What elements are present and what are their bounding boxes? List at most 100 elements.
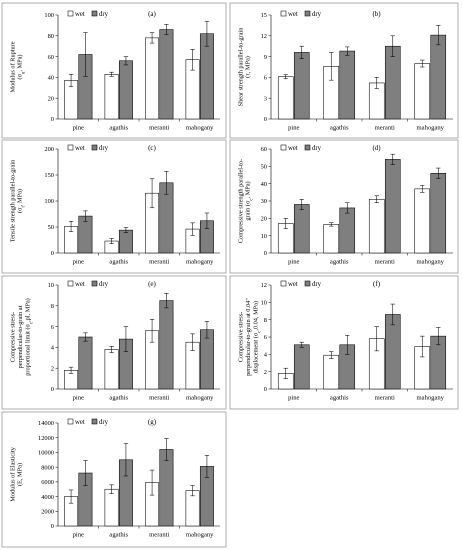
legend-label-dry: dry — [312, 281, 322, 288]
y-axis-label-line: Shear strength parallel-to-grain — [237, 27, 244, 107]
y-tick-label: 0 — [264, 386, 267, 393]
y-axis-label: Compressive strength parallel-to-grain (… — [237, 159, 254, 243]
bar-dry-meranti — [159, 300, 174, 390]
panel-label: (f) — [373, 280, 381, 288]
y-tick-label: 6 — [264, 334, 267, 341]
y-axis-label: Tensile strength parallel-to-grain(σt, M… — [9, 159, 26, 242]
x-category-label: meranti — [149, 532, 169, 539]
bar-dry-pine — [78, 215, 93, 254]
y-tick-label: 0 — [51, 523, 54, 530]
legend-label-wet: wet — [75, 145, 85, 152]
x-category-label: meranti — [149, 395, 169, 402]
bar-dry-pine — [293, 204, 310, 254]
legend-label-wet: wet — [75, 11, 85, 18]
y-tick-label: 4 — [264, 352, 268, 359]
x-category-label: mahogany — [186, 125, 214, 132]
y-axis-label: Compressive stress-perpendicular-to-grai… — [238, 298, 262, 376]
y-axis-label-line: Compressive stress- — [10, 312, 17, 363]
y-tick-label: 60 — [48, 54, 54, 61]
y-axis-label-line: perpendicular-to-grain at — [17, 305, 24, 368]
y-tick-label: 150 — [44, 172, 54, 179]
panel-label: (e) — [148, 280, 156, 288]
x-category-label: mahogany — [417, 259, 445, 266]
bar-dry-agathis — [339, 50, 356, 120]
y-tick-label: 12 — [261, 33, 267, 40]
y-axis-label-line: Compressive stress- — [238, 312, 245, 363]
legend-swatch-dry — [91, 418, 98, 425]
y-axis-label-line: (E, MPa) — [17, 463, 24, 486]
panel-label: (c) — [148, 144, 156, 152]
y-tick-label: 30 — [261, 198, 267, 205]
y-tick-label: 8 — [264, 317, 267, 324]
y-tick-label: 0 — [51, 116, 54, 123]
legend-swatch-wet — [67, 418, 74, 425]
bar-dry-mahogany — [430, 34, 447, 120]
x-category-label: pine — [73, 395, 84, 402]
y-tick-label: 10000 — [38, 450, 54, 457]
bar-dry-mahogany — [430, 172, 447, 254]
x-category-label: mahogany — [417, 125, 445, 132]
bar-dry-meranti — [384, 159, 401, 254]
y-tick-label: 60 — [261, 146, 267, 153]
legend-swatch-dry — [304, 144, 311, 151]
bar-dry-meranti — [159, 29, 174, 120]
y-axis-label-line: Modulus of Rupture — [9, 41, 16, 92]
bar-dry-agathis — [339, 207, 356, 254]
bar-dry-pine — [293, 52, 310, 120]
y-axis-label-line: displacement (σc,0.04, MPa) — [252, 301, 262, 373]
panel-label: (a) — [148, 10, 156, 18]
y-axis-label-line: (τ, MPa) — [245, 56, 252, 78]
y-tick-label: 4000 — [41, 494, 54, 501]
y-axis-label: Modulus of Rupture(σu, MPa) — [9, 41, 26, 92]
bar-wet-pine — [277, 76, 294, 120]
legend-label-wet: wet — [288, 11, 298, 18]
y-axis-label-line: Modulus of Elasticity — [9, 446, 16, 501]
bar-dry-meranti — [384, 45, 401, 120]
y-tick-label: 50 — [48, 224, 54, 231]
y-axis-label-line: Tensile strength parallel-to-grain — [9, 159, 16, 242]
x-category-label: meranti — [375, 259, 395, 266]
y-tick-label: 0 — [264, 250, 267, 257]
chart-panel-d: 0 10 20 30 40 50 60 pine agathis meranti mahogany w… — [229, 139, 459, 274]
y-tick-label: 12 — [261, 282, 267, 289]
y-tick-label: 12000 — [38, 435, 54, 442]
y-axis-label-line: Compressive strength parallel-to- — [237, 159, 244, 243]
legend-swatch-dry — [304, 10, 311, 17]
x-category-label: agathis — [330, 125, 349, 132]
bar-dry-mahogany — [199, 33, 214, 120]
x-category-label: agathis — [109, 395, 128, 402]
panel-frame — [1, 2, 227, 139]
x-category-label: agathis — [109, 125, 128, 132]
x-category-label: mahogany — [186, 395, 214, 402]
y-tick-label: 6000 — [41, 479, 54, 486]
y-tick-label: 6 — [51, 324, 54, 331]
bar-wet-meranti — [368, 198, 385, 254]
y-axis-label-line: proportional limit (σc,pl, MPa) — [24, 298, 34, 375]
panel-label: (d) — [372, 144, 381, 152]
bar-dry-agathis — [118, 229, 133, 254]
legend-swatch-wet — [280, 144, 287, 151]
panel-frame — [1, 139, 227, 274]
panel-frame — [229, 2, 459, 139]
y-tick-label: 10 — [261, 233, 267, 240]
x-category-label: agathis — [109, 259, 128, 266]
panel-frame — [1, 275, 227, 410]
y-tick-label: 0 — [264, 116, 267, 123]
y-tick-label: 10 — [261, 300, 267, 307]
y-axis-label: Modulus of Elasticity(E, MPa) — [9, 446, 23, 501]
chart-panel-b: 0 3 6 9 12 15 pine agathis meranti mahogany wet dry… — [229, 2, 459, 139]
y-tick-label: 200 — [44, 146, 54, 153]
legend-label-dry: dry — [99, 11, 109, 18]
y-tick-label: 20 — [48, 95, 54, 102]
y-tick-label: 9 — [264, 54, 267, 61]
y-tick-label: 40 — [261, 181, 267, 188]
y-tick-label: 3 — [264, 95, 267, 102]
legend-label-dry: dry — [312, 11, 322, 18]
legend-swatch-wet — [280, 10, 287, 17]
legend-swatch-wet — [280, 280, 287, 287]
bar-dry-pine — [78, 336, 93, 390]
x-category-label: pine — [288, 395, 299, 402]
legend-swatch-wet — [67, 144, 74, 151]
